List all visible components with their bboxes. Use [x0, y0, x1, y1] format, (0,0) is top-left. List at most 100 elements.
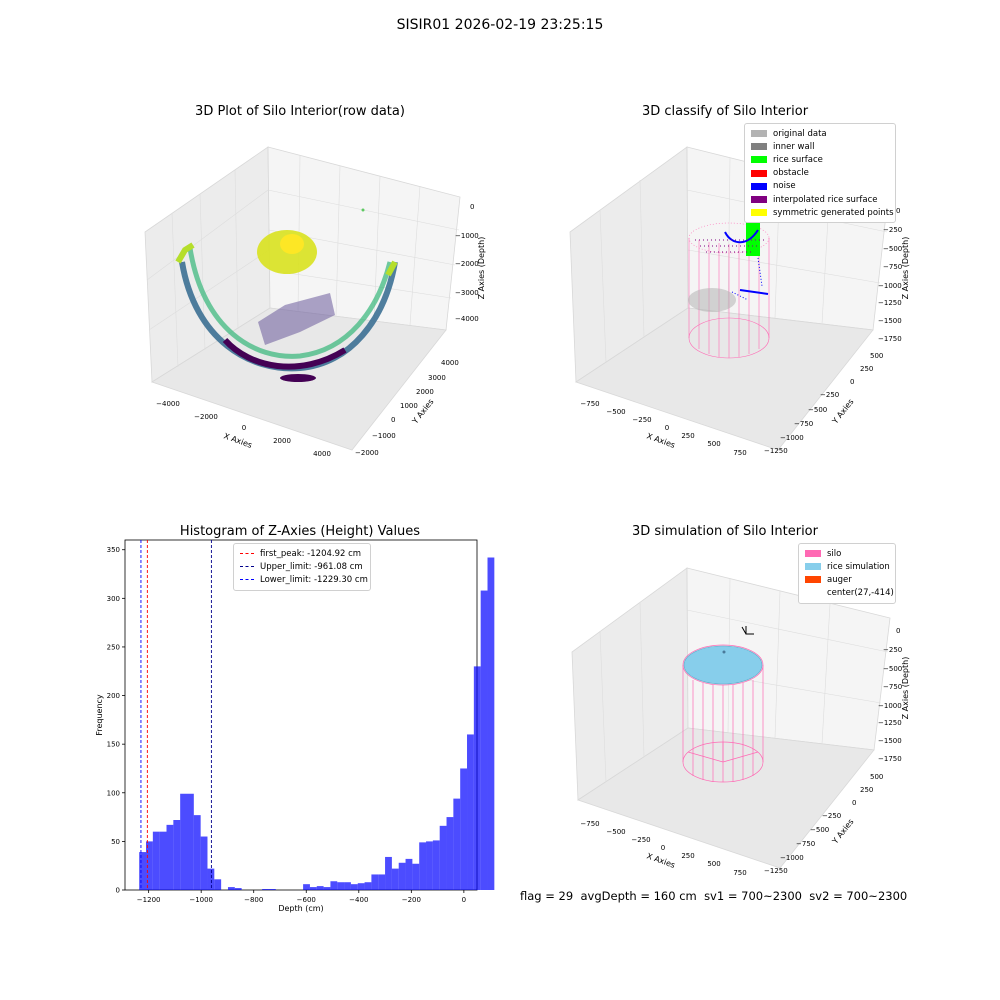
p2-ztick-2: −500: [883, 245, 902, 253]
panel2-original-data: [688, 288, 736, 312]
x-tick-label: −1000: [189, 896, 213, 904]
histogram-bar: [234, 888, 242, 890]
legend-label: noise: [773, 181, 796, 192]
p2-ylabel: Y Axies: [830, 397, 856, 426]
histogram-bar: [364, 882, 372, 890]
p2-ytick-6: 250: [860, 365, 873, 373]
p1-xtick-4: 4000: [313, 450, 331, 458]
p4-zlabel: Z Axies (Depth): [901, 657, 910, 720]
p1-ytick-1: −1000: [372, 432, 396, 440]
legend-label: original data: [773, 128, 827, 139]
p2-ztick-6: −1500: [878, 317, 902, 325]
y-tick-label: 0: [116, 887, 120, 895]
p4-xlabel: X Axies: [645, 851, 676, 870]
p4-xtick-0: −750: [580, 820, 599, 828]
legend-label: center(27,-414): [827, 588, 894, 599]
legend-label: silo: [827, 548, 842, 559]
panel2-legend: original data inner wall rice surface ob…: [744, 123, 896, 224]
legend-line: [240, 579, 254, 581]
histogram-bar: [460, 768, 468, 890]
p1-ytick-6: 4000: [441, 359, 459, 367]
histogram-vlines: [140, 540, 212, 890]
p1-xtick-2: 0: [242, 424, 246, 432]
legend-label: interpolated rice surface: [773, 194, 878, 205]
p4-ztick-6: −1500: [878, 737, 902, 745]
y-tick-label: 200: [107, 692, 120, 700]
status-flag: flag = 29: [520, 889, 574, 903]
p4-xtick-6: 750: [733, 869, 746, 877]
p1-ytick-3: 1000: [400, 402, 418, 410]
x-tick-label: −200: [402, 896, 421, 904]
panel1-title: 3D Plot of Silo Interior(row data): [195, 104, 405, 119]
p2-ytick-5: 0: [850, 378, 854, 386]
p4-ytick-7: 500: [870, 773, 883, 781]
p4-ytick-2: −750: [796, 840, 815, 848]
legend-label: Lower_limit: -1229.30 cm: [260, 574, 368, 585]
histogram-bar: [330, 881, 338, 890]
panel3-legend: first_peak: -1204.92 cm Upper_limit: -96…: [233, 543, 371, 591]
panel4-xticks: −750 −500 −250 0 250 500 750: [580, 820, 746, 877]
legend-label: obstacle: [773, 168, 809, 179]
legend-item: rice simulation: [805, 560, 890, 573]
panel1-zticks: 0 −1000 −2000 −3000 −4000: [455, 203, 479, 323]
p4-ytick-4: −250: [822, 812, 841, 820]
histogram-bar: [316, 886, 324, 890]
p2-ztick-4: −1000: [878, 282, 902, 290]
panel1-left-top: [175, 242, 195, 264]
panel4-rice-simulation: [683, 645, 763, 685]
p1-ztick-0: 0: [470, 203, 474, 211]
p2-xtick-4: 250: [681, 432, 694, 440]
p4-xtick-4: 250: [681, 852, 694, 860]
histogram-bar: [391, 868, 399, 890]
histogram-bar: [453, 798, 461, 890]
p4-ytick-0: −1250: [764, 867, 788, 875]
panel2-yticks: −1250 −1000 −750 −500 −250 0 250 500: [764, 352, 883, 455]
legend-label: symmetric generated points: [773, 207, 894, 218]
p2-ytick-2: −750: [794, 420, 813, 428]
p2-ztick-5: −1250: [878, 299, 902, 307]
histogram-xticks: −1200 −1000 −800 −600 −400 −200 0: [137, 890, 466, 904]
panel3-histogram: −1200 −1000 −800 −600 −400 −200 0 0 50 100 150 200…: [95, 539, 495, 913]
legend-swatch: [751, 196, 767, 204]
histogram-bar: [350, 884, 358, 890]
p4-ytick-6: 250: [860, 786, 873, 794]
legend-label: rice surface: [773, 154, 823, 165]
histogram-bar: [193, 815, 201, 890]
y-tick-label: 50: [111, 838, 120, 846]
p1-ztick-3: −3000: [455, 289, 479, 297]
legend-line: [240, 553, 254, 555]
panel4-auger-axis: [741, 626, 754, 635]
x-tick-label: −800: [244, 896, 263, 904]
panel1-right-top: [385, 260, 398, 277]
panel4-center-point: [722, 650, 726, 654]
histogram-bar: [309, 887, 317, 890]
histogram-bar: [227, 887, 235, 890]
p2-ztick-0: 0: [896, 207, 900, 215]
p2-xtick-0: −750: [580, 400, 599, 408]
panel3-title: Histogram of Z-Axies (Height) Values: [179, 524, 421, 539]
histogram-bar: [200, 836, 208, 890]
legend-swatch: [751, 156, 767, 164]
y-tick-label: 100: [107, 789, 120, 797]
p4-ztick-7: −1750: [878, 755, 902, 763]
p4-ytick-5: 0: [852, 799, 856, 807]
p2-ytick-7: 500: [870, 352, 883, 360]
p4-ytick-3: −500: [810, 826, 829, 834]
histogram-bar: [467, 734, 474, 890]
p1-ztick-1: −1000: [455, 232, 479, 240]
p1-xtick-3: 2000: [273, 437, 291, 445]
histogram-bar: [412, 863, 420, 890]
histogram-bar: [357, 883, 365, 890]
p2-zlabel: Z Axies (Depth): [901, 237, 910, 300]
p2-ytick-3: −500: [808, 406, 827, 414]
legend-swatch: [805, 576, 821, 584]
panel4-legend: silo rice simulation auger center(27,-41…: [798, 543, 896, 604]
p2-ytick-1: −1000: [780, 434, 804, 442]
histogram-bar: [405, 858, 413, 890]
p4-xtick-1: −500: [606, 828, 625, 836]
legend-swatch: [805, 550, 821, 558]
p2-ytick-0: −1250: [764, 447, 788, 455]
p4-ztick-2: −500: [883, 665, 902, 673]
legend-item: interpolated rice surface: [751, 193, 889, 206]
histogram-bar: [344, 882, 351, 890]
